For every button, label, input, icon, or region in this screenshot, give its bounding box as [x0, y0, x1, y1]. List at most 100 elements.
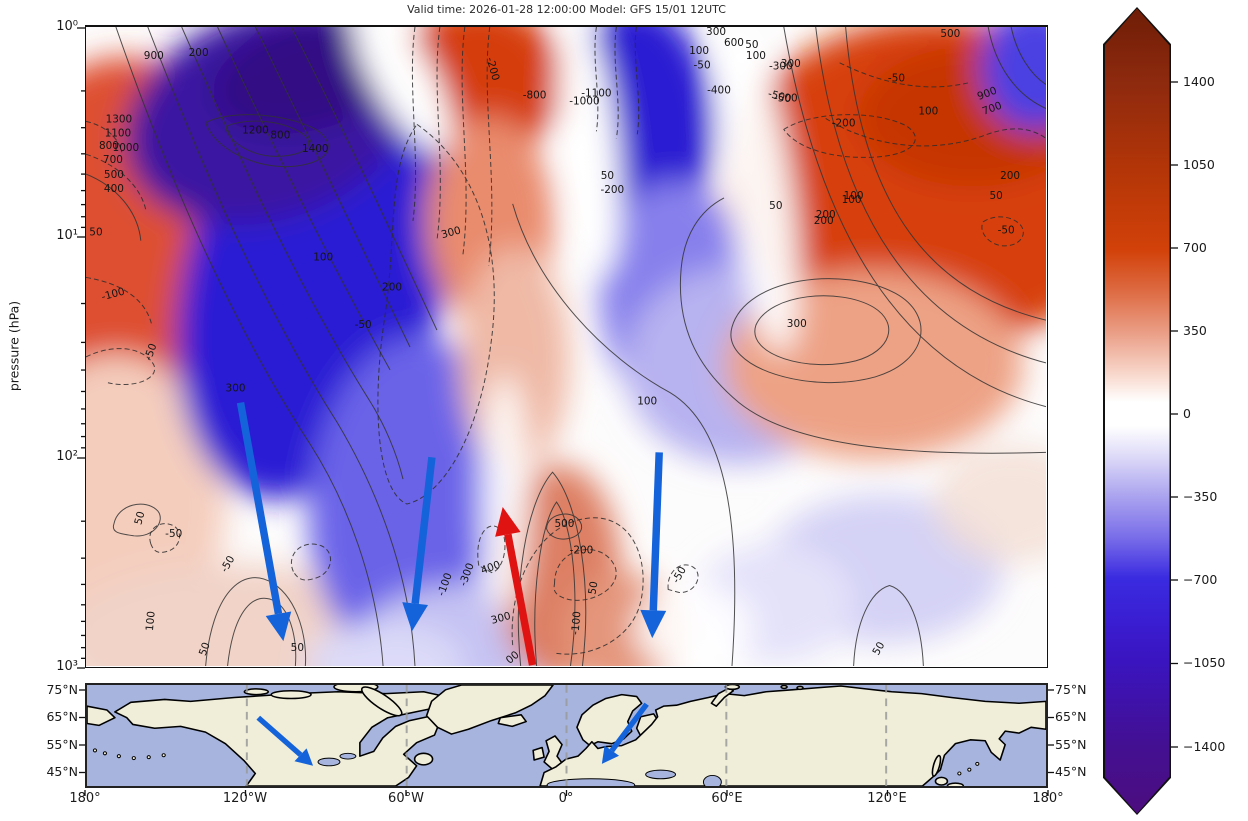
contour-label: -50 — [998, 225, 1015, 237]
cross-section-plot: 900 200 1300 1100 800 1000 700 500 400 1200 800 140… — [85, 25, 1048, 668]
contour-label: 200 — [189, 47, 209, 59]
contour-label: 50 — [870, 640, 887, 657]
contour-label: -400 — [707, 85, 731, 97]
contour-label: 50 — [989, 190, 1002, 202]
landmass — [946, 782, 965, 786]
colorbar-tick-label: 1050 — [1183, 157, 1215, 172]
contour-label: -200 — [832, 117, 856, 129]
small-islands — [92, 748, 980, 776]
contour-label: -50 — [142, 342, 159, 362]
landmass — [934, 776, 949, 786]
contour-label: 900 — [144, 50, 164, 62]
contour-label: -500 — [774, 93, 798, 105]
contour-label: -50 — [888, 73, 905, 85]
descent-arrow-shaft — [609, 702, 649, 753]
y-tick-label: 10² — [56, 449, 78, 464]
colorbar — [1104, 8, 1170, 814]
x-tick-label: 60°W — [388, 791, 424, 806]
contour-label: -200 — [570, 545, 594, 557]
y-tick-label: 10⁰ — [56, 19, 78, 34]
contour-label: 300 — [706, 27, 726, 38]
contour-label: 100 — [746, 50, 766, 62]
lat-tick-label: 45°N — [1055, 764, 1087, 779]
contour-label: 100 — [918, 105, 938, 117]
world-map-canvas — [87, 685, 1046, 786]
contour-label: 1400 — [302, 143, 329, 155]
descent-arrow-head — [265, 611, 292, 642]
contour-label: 50 — [745, 39, 758, 51]
x-tick-label: 180° — [1032, 791, 1064, 806]
descent-arrow-shaft — [411, 456, 436, 604]
figure-title: Valid time: 2026-01-28 12:00:00 Model: G… — [407, 3, 726, 16]
lat-tick-label: 45°N — [46, 764, 78, 779]
contour-label: -50 — [694, 60, 711, 72]
landmass — [425, 685, 554, 735]
lat-tick-label: 65°N — [46, 709, 78, 724]
contour-label: 50 — [89, 227, 102, 239]
contour-label: -500 — [767, 88, 793, 106]
contour-label: 700 — [103, 154, 123, 166]
colorbar-tick-label: 1400 — [1183, 74, 1215, 89]
ascent-arrow-head — [495, 506, 521, 537]
landmass — [413, 752, 434, 766]
y-tick-label: 10³ — [56, 659, 78, 674]
contour-label: 50 — [586, 580, 600, 595]
y-tick-label: 10¹ — [56, 228, 78, 243]
landmass — [724, 685, 741, 691]
contour-label: 500 — [555, 518, 575, 530]
contour-label: 100 — [144, 611, 158, 632]
contour-lines-dashed — [86, 27, 1046, 655]
reference-map — [85, 683, 1048, 788]
descent-arrow-shaft — [236, 401, 283, 615]
graticule — [245, 685, 888, 786]
lat-tick-label: 65°N — [1055, 709, 1087, 724]
contour-label: 500 — [940, 28, 960, 40]
colorbar-tick-label: −700 — [1183, 572, 1218, 587]
x-tick-label: 120°W — [222, 791, 268, 806]
landmass — [532, 746, 545, 761]
contour-label: 100 — [313, 252, 333, 264]
y-axis-label: pressure (hPa) — [6, 300, 22, 392]
contour-label: -50 — [165, 528, 182, 540]
landmass — [497, 714, 527, 728]
lat-tick-label: 55°N — [1055, 737, 1087, 752]
landmass — [87, 705, 116, 727]
contour-label: 50 — [197, 641, 213, 658]
contour-label: 1100 — [105, 127, 132, 139]
landmass — [931, 754, 942, 777]
contour-label: 100 — [637, 396, 657, 408]
descent-arrow-shaft — [256, 715, 303, 757]
descent-arrow-shaft — [649, 452, 663, 611]
landmass — [360, 686, 403, 717]
contour-label: -1100 — [581, 88, 611, 100]
descent-arrow-head — [601, 745, 620, 764]
contour-label: 00 — [504, 649, 522, 666]
lat-tick-label: 75°N — [1055, 682, 1087, 697]
x-tick-label: 120°E — [867, 791, 907, 806]
contour-label: 400 — [104, 183, 124, 195]
contour-label: 800 — [99, 140, 119, 152]
ascent-arrow-shaft — [504, 533, 537, 666]
contour-label: 200 — [816, 209, 836, 221]
contour-label: 300 — [781, 58, 801, 70]
contour-label: 100 — [689, 45, 709, 57]
contour-label: 200 — [382, 281, 402, 293]
vertical-motion-arrows — [236, 401, 667, 666]
descent-arrow-head — [640, 609, 667, 639]
colorbar-tick-label: −350 — [1183, 489, 1218, 504]
colorbar-tick-label: −1400 — [1183, 739, 1226, 754]
colorbar-tick-label: 700 — [1183, 240, 1207, 255]
contour-label: 300 — [787, 318, 807, 330]
lat-tick-label: 55°N — [46, 737, 78, 752]
landmass — [270, 690, 312, 700]
contour-label: 300 — [440, 224, 462, 241]
colorbar-tick-label: 0 — [1183, 406, 1191, 421]
contour-label: -100 — [100, 286, 126, 304]
contour-label: -200 — [484, 56, 502, 82]
contour-label: 100 — [842, 194, 862, 206]
contour-label: 600 — [724, 37, 744, 49]
contour-label: -1000 — [569, 96, 599, 108]
landmass — [780, 685, 788, 690]
